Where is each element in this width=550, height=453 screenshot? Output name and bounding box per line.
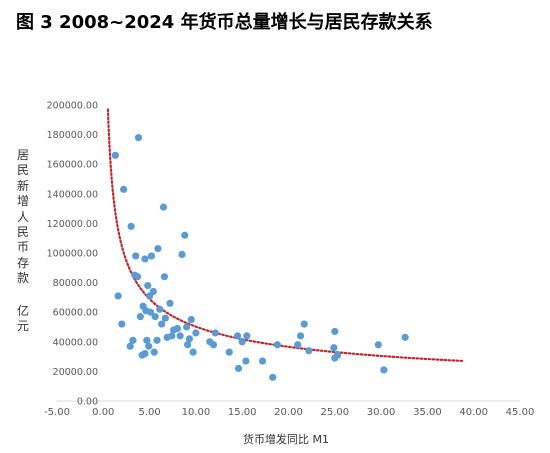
data-point <box>158 320 166 328</box>
y-tick-label: 0.00 <box>77 397 98 408</box>
data-point <box>146 308 155 316</box>
data-point <box>211 329 219 337</box>
data-point <box>187 316 195 324</box>
y-tick-label: 200000.00 <box>47 101 98 112</box>
data-point <box>156 305 164 313</box>
data-point <box>151 313 159 321</box>
data-point <box>333 351 342 359</box>
data-point <box>294 341 302 349</box>
data-point <box>120 185 128 193</box>
y-tick-label: 180000.00 <box>47 130 98 141</box>
x-tick-label: 0.00 <box>92 407 114 418</box>
data-point <box>166 299 174 307</box>
data-point <box>132 252 140 260</box>
data-point <box>141 350 149 358</box>
data-point <box>209 341 218 349</box>
data-point <box>159 203 168 211</box>
data-point <box>134 133 143 142</box>
y-axis-label-unit: 亿元 <box>16 303 29 334</box>
data-point <box>331 327 339 336</box>
data-point <box>192 329 200 337</box>
axes-group: -5.00 0.00 5.00 10.00 15.00 20.00 25.00 30.00 35… <box>44 101 534 419</box>
data-point <box>129 336 137 344</box>
data-point <box>374 341 382 349</box>
x-axis-label: 货币增发同比 M1 <box>243 433 329 446</box>
data-point <box>225 348 233 356</box>
data-point <box>183 323 191 331</box>
y-tick-label: 140000.00 <box>47 189 98 200</box>
data-point <box>133 273 142 281</box>
x-tick-label: 45.00 <box>506 407 535 418</box>
data-point <box>168 332 176 340</box>
data-point <box>153 336 161 344</box>
data-point <box>243 332 251 340</box>
data-point <box>150 348 158 356</box>
data-point <box>273 341 281 349</box>
data-point <box>189 348 197 356</box>
data-point <box>111 151 119 159</box>
data-point <box>141 255 149 263</box>
data-point <box>149 287 157 296</box>
data-point <box>143 336 151 344</box>
data-point <box>305 347 313 355</box>
data-point <box>269 373 277 381</box>
x-tick-label: 40.00 <box>459 407 488 418</box>
x-tick-label: 20.00 <box>274 407 303 418</box>
data-point <box>126 342 134 350</box>
data-point <box>185 335 194 343</box>
data-point <box>296 332 305 340</box>
x-tick-label: 30.00 <box>367 407 396 418</box>
data-point <box>178 250 186 259</box>
chart-title: 图 3 2008~2024 年货币总量增长与居民存款关系 <box>16 12 433 33</box>
data-point <box>136 313 144 321</box>
data-point <box>401 333 409 341</box>
data-point <box>233 332 242 340</box>
data-point <box>238 338 246 346</box>
x-tick-label: 10.00 <box>182 407 211 418</box>
data-point <box>118 320 126 328</box>
data-point <box>258 357 267 365</box>
y-tick-label: 100000.00 <box>47 249 98 260</box>
data-point <box>147 252 156 260</box>
data-point <box>183 341 192 349</box>
y-tick-label: 20000.00 <box>53 367 98 378</box>
data-point <box>300 320 308 328</box>
points-group <box>111 133 409 381</box>
data-point <box>173 324 181 333</box>
data-point <box>380 366 388 374</box>
data-point <box>181 231 189 239</box>
data-point <box>127 222 135 230</box>
x-tick-label: -5.00 <box>44 407 70 418</box>
data-point <box>242 357 250 365</box>
data-point <box>144 281 152 290</box>
data-point <box>161 314 169 322</box>
x-tick-label: 35.00 <box>413 407 442 418</box>
y-axis-label-main: 居民新增人民币存款 <box>16 148 29 286</box>
y-tick-label: 60000.00 <box>53 308 98 319</box>
data-point <box>154 244 162 253</box>
data-point <box>160 273 169 281</box>
x-tick-label: 15.00 <box>228 407 257 418</box>
data-point <box>234 364 243 373</box>
x-tick-label: 5.00 <box>138 407 160 418</box>
y-tick-label: 160000.00 <box>47 160 98 171</box>
x-tick-label: 25.00 <box>320 407 349 418</box>
y-tick-label: 40000.00 <box>53 337 98 348</box>
data-point <box>114 292 122 300</box>
y-axis-label: 居民新增人民币存款 亿元 <box>15 148 31 334</box>
y-tick-label: 120000.00 <box>47 219 98 230</box>
data-point <box>145 342 153 350</box>
y-tick-label: 80000.00 <box>53 278 98 289</box>
data-point <box>330 344 338 352</box>
data-point <box>176 332 184 340</box>
